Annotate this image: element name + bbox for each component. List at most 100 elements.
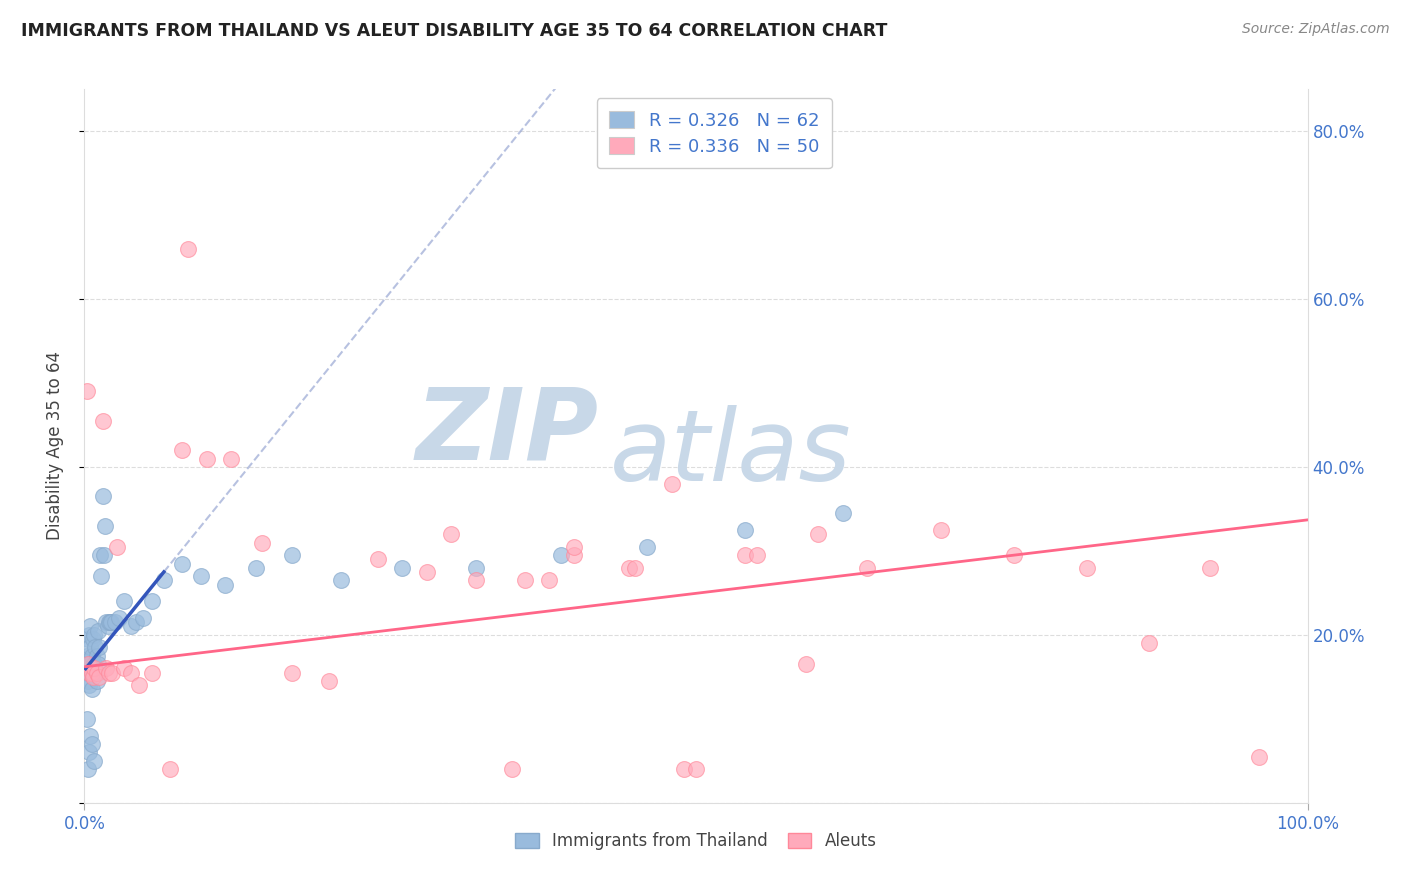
- Point: [77, 632, 100, 646]
- Point: [80, 682, 103, 697]
- Point: [76, 384, 98, 399]
- Point: [219, 451, 242, 466]
- Point: [153, 574, 176, 588]
- Point: [281, 665, 304, 680]
- Point: [617, 560, 640, 574]
- Point: [330, 574, 353, 588]
- Point: [562, 548, 585, 562]
- Point: [734, 523, 756, 537]
- Point: [416, 565, 439, 579]
- Point: [1137, 636, 1160, 650]
- Point: [79, 729, 101, 743]
- Point: [100, 615, 122, 630]
- Point: [1002, 548, 1025, 562]
- Point: [159, 762, 181, 776]
- Point: [77, 657, 100, 672]
- Point: [90, 569, 112, 583]
- Point: [177, 242, 200, 256]
- Point: [440, 527, 463, 541]
- Point: [80, 665, 103, 680]
- Point: [101, 665, 124, 680]
- Point: [672, 762, 695, 776]
- Point: [83, 628, 105, 642]
- Point: [86, 674, 108, 689]
- Point: [80, 737, 103, 751]
- Point: [97, 615, 120, 630]
- Point: [1247, 749, 1270, 764]
- Point: [464, 560, 486, 574]
- Point: [87, 624, 110, 638]
- Point: [97, 619, 120, 633]
- Point: [636, 540, 658, 554]
- Point: [98, 615, 121, 630]
- Text: IMMIGRANTS FROM THAILAND VS ALEUT DISABILITY AGE 35 TO 64 CORRELATION CHART: IMMIGRANTS FROM THAILAND VS ALEUT DISABI…: [21, 22, 887, 40]
- Y-axis label: Disability Age 35 to 64: Disability Age 35 to 64: [45, 351, 63, 541]
- Point: [747, 548, 769, 562]
- Point: [93, 548, 115, 562]
- Point: [464, 574, 486, 588]
- Point: [141, 594, 163, 608]
- Point: [132, 611, 155, 625]
- Point: [502, 762, 524, 776]
- Point: [83, 657, 105, 672]
- Legend: Immigrants from Thailand, Aleuts: Immigrants from Thailand, Aleuts: [508, 824, 884, 859]
- Point: [1198, 560, 1220, 574]
- Point: [87, 657, 110, 672]
- Point: [83, 661, 105, 675]
- Point: [86, 648, 108, 663]
- Point: [87, 640, 110, 655]
- Point: [538, 574, 561, 588]
- Point: [1076, 560, 1098, 574]
- Point: [105, 540, 128, 554]
- Text: ZIP: ZIP: [415, 384, 598, 480]
- Point: [82, 670, 104, 684]
- Point: [76, 712, 98, 726]
- Point: [685, 762, 707, 776]
- Point: [318, 674, 340, 689]
- Point: [84, 665, 107, 680]
- Point: [104, 615, 127, 630]
- Point: [82, 661, 104, 675]
- Point: [250, 535, 273, 549]
- Point: [245, 560, 267, 574]
- Point: [83, 754, 105, 768]
- Point: [76, 665, 98, 680]
- Point: [831, 506, 853, 520]
- Point: [79, 640, 101, 655]
- Point: [77, 762, 100, 776]
- Point: [112, 594, 135, 608]
- Point: [807, 527, 830, 541]
- Point: [120, 619, 142, 633]
- Point: [84, 640, 107, 655]
- Point: [195, 451, 218, 466]
- Point: [120, 665, 142, 680]
- Point: [794, 657, 817, 672]
- Point: [77, 628, 100, 642]
- Point: [77, 665, 100, 680]
- Point: [79, 619, 101, 633]
- Point: [513, 574, 536, 588]
- Point: [550, 548, 572, 562]
- Text: atlas: atlas: [610, 405, 852, 501]
- Point: [562, 540, 585, 554]
- Point: [624, 560, 647, 574]
- Text: Source: ZipAtlas.com: Source: ZipAtlas.com: [1241, 22, 1389, 37]
- Point: [141, 665, 163, 680]
- Point: [75, 657, 97, 672]
- Point: [125, 615, 148, 630]
- Point: [172, 557, 194, 571]
- Point: [91, 489, 114, 503]
- Point: [91, 414, 114, 428]
- Point: [76, 648, 98, 663]
- Point: [172, 443, 194, 458]
- Point: [391, 560, 413, 574]
- Point: [281, 548, 304, 562]
- Point: [77, 746, 100, 760]
- Point: [96, 661, 118, 675]
- Point: [856, 560, 879, 574]
- Point: [367, 552, 389, 566]
- Point: [190, 569, 212, 583]
- Point: [89, 548, 111, 562]
- Point: [87, 670, 110, 684]
- Point: [77, 674, 100, 689]
